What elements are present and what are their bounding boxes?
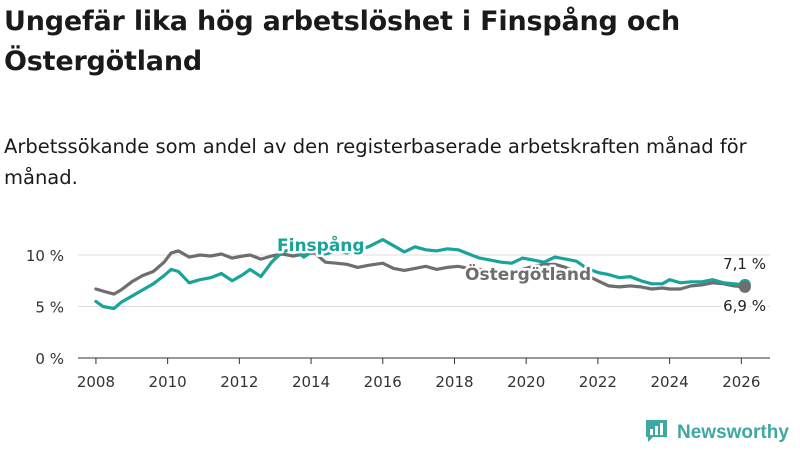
- y-tick-label: 0 %: [35, 350, 64, 368]
- chart-title: Ungefär lika hög arbetslöshet i Finspång…: [4, 6, 681, 77]
- series-label-ostergotland-halo: Östergötland: [465, 263, 591, 285]
- series-line-ostergotland: [94, 249, 747, 296]
- chart-subtitle: Arbetssökande som andel av den registerb…: [4, 135, 747, 189]
- x-tick-label: 2022: [579, 373, 617, 391]
- end-value-finspang: 7,1 %: [723, 255, 766, 273]
- x-tick-label: 2016: [364, 373, 402, 391]
- x-tick-label: 2014: [292, 373, 330, 391]
- series-label-ostergotland: Östergötland: [465, 263, 591, 285]
- end-value-finspang-halo: 7,1 %: [723, 255, 766, 273]
- axis: 0 % 5 % 10 % 2008 2010 2012 2014 2016 2018 2020 20…: [26, 247, 770, 391]
- series-label-finspang-halo: Finspång: [277, 234, 365, 256]
- series-labels: FinspångFinspångÖstergötlandÖstergötland…: [275, 232, 769, 318]
- y-tick-label: 10 %: [26, 247, 64, 265]
- x-tick-label: 2010: [149, 373, 187, 391]
- end-value-ostergotland: 6,9 %: [723, 297, 766, 315]
- brand-logo: Newsworthy: [644, 418, 789, 447]
- y-tick-label: 5 %: [35, 299, 64, 317]
- x-tick-label: 2026: [722, 373, 760, 391]
- end-point-ostergotland: [738, 280, 751, 293]
- series-line-finspang: [94, 238, 747, 311]
- series-label-finspang: Finspång: [277, 234, 365, 256]
- x-tick-label: 2018: [435, 373, 473, 391]
- end-value-ostergotland-halo: 6,9 %: [723, 297, 766, 315]
- x-tick-label: 2012: [220, 373, 258, 391]
- x-tick-label: 2024: [651, 373, 689, 391]
- x-tick-label: 2008: [77, 373, 115, 391]
- series-lines: [94, 238, 751, 311]
- newsworthy-logo-icon: [644, 418, 669, 447]
- x-tick-label: 2020: [507, 373, 545, 391]
- brand-name: Newsworthy: [677, 421, 789, 443]
